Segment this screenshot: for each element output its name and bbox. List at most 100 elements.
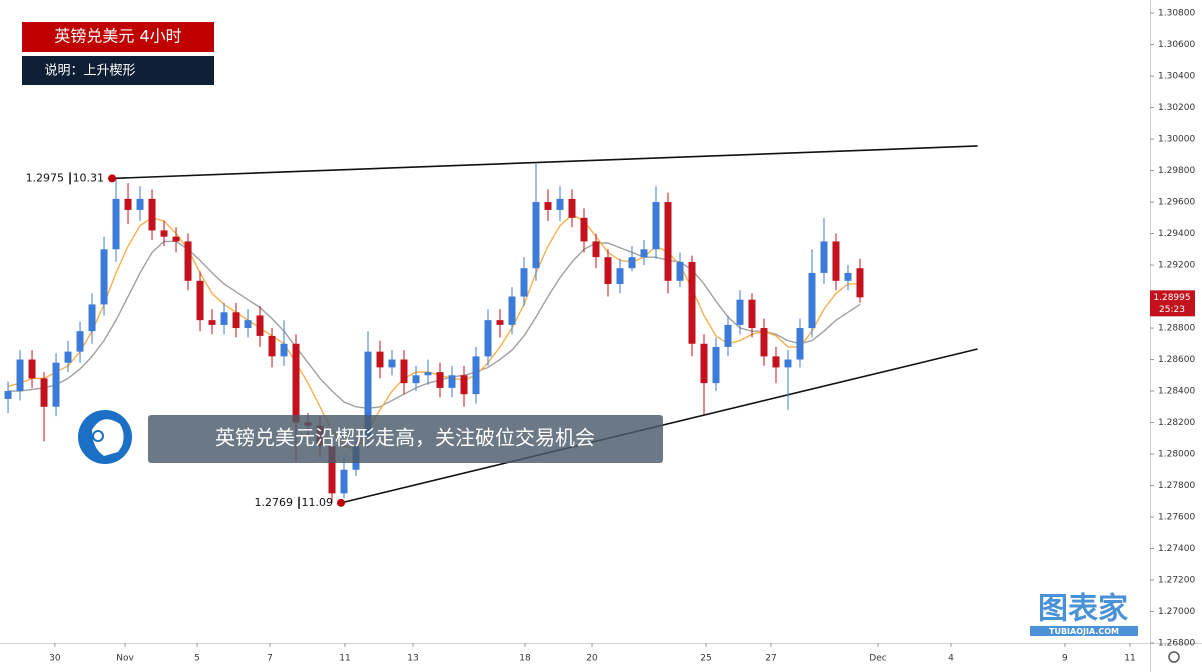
axes: 1.26800 1.27000 1.27200 1.27400 1.27600 1.278… [49, 9, 1195, 664]
ma-slow [8, 240, 861, 410]
candle-body [28, 359, 36, 379]
x-tick-label: 25 [700, 654, 711, 664]
candle-body [856, 268, 864, 298]
y-tick-label: 1.30200 [1158, 103, 1195, 113]
candle-body [424, 372, 432, 376]
x-tick-label: 30 [49, 654, 61, 664]
title-bg [22, 22, 214, 52]
y-tick-label: 1.26800 [1158, 639, 1195, 649]
y-tick-label: 1.29600 [1158, 198, 1195, 208]
pivot-price: 1.2975 [26, 171, 65, 184]
candle-body [52, 362, 60, 407]
candle-body [784, 359, 792, 368]
candle-body [112, 198, 120, 250]
y-tick-label: 1.27400 [1158, 544, 1195, 554]
candle-body [592, 241, 600, 258]
y-tick-label: 1.27600 [1158, 513, 1195, 523]
candle-body [412, 375, 420, 384]
y-tick-label: 1.29400 [1158, 229, 1195, 239]
candle-body [604, 257, 612, 284]
pivot-point [108, 174, 117, 183]
candle-body [664, 202, 672, 281]
candle-body [580, 217, 588, 242]
candle-body [400, 359, 408, 384]
candle-body [292, 343, 300, 423]
candle-body [832, 241, 840, 281]
candle-body [388, 359, 396, 368]
candle-body [184, 241, 192, 281]
y-tick-label: 1.28400 [1158, 387, 1195, 397]
candle-body [616, 268, 624, 284]
candle-body [496, 320, 504, 325]
y-tick-label: 1.30600 [1158, 40, 1195, 50]
candle-body [736, 299, 744, 325]
candle-body [4, 391, 12, 399]
pivot-date: 11.09 [302, 496, 334, 509]
x-tick-label: 11 [339, 654, 350, 664]
candle-body [172, 236, 180, 242]
candle-body [436, 372, 444, 388]
last-price: 1.28995 [1153, 293, 1190, 303]
candle-body [724, 324, 732, 347]
candle-body [76, 331, 84, 352]
candle-body [364, 351, 372, 439]
x-tick-label: 9 [1062, 654, 1068, 664]
x-tick-label: 13 [407, 654, 418, 664]
plot-area: 10.31 1.2975 11.09 1.2769 [4, 145, 978, 509]
candle-body [328, 446, 336, 494]
candle-body [160, 230, 168, 237]
trend-line [112, 145, 978, 180]
candle-body [568, 198, 576, 218]
candle-body [652, 202, 660, 250]
pivot-point [337, 498, 346, 507]
candle-body [772, 356, 780, 368]
candle-body [760, 328, 768, 357]
y-tick-label: 1.30800 [1158, 9, 1195, 19]
annotation-bg [148, 415, 663, 463]
candle-body [136, 198, 144, 210]
pivot-date: 10.31 [73, 171, 105, 184]
candle-body [196, 280, 204, 321]
candle-body [220, 312, 228, 325]
candle-body [232, 312, 240, 329]
candle-body [88, 304, 96, 332]
x-tick-label: 4 [948, 654, 954, 664]
chart-subtitle: 说明：上升楔形 [44, 64, 135, 79]
candle-body [640, 249, 648, 258]
candle-body [64, 351, 72, 363]
candle-body [796, 328, 804, 360]
y-tick-label: 1.27000 [1158, 607, 1195, 617]
candle-body [472, 356, 480, 395]
countdown: 25:23 [1159, 305, 1185, 315]
settings-icon[interactable] [1168, 651, 1180, 663]
candle-body [40, 378, 48, 407]
candle-body [208, 320, 216, 325]
candle-body [460, 375, 468, 395]
logo [78, 410, 132, 464]
candle-body [448, 375, 456, 388]
candle-body [376, 351, 384, 368]
candle-body [520, 268, 528, 297]
x-tick-label: 11 [1124, 654, 1135, 664]
candle-body [556, 198, 564, 210]
candle-body [532, 202, 540, 269]
subtitle-bg [22, 56, 214, 85]
candle-body [268, 335, 276, 357]
chart-title: 英镑兑美元 4小时 [54, 27, 181, 46]
candle-body [256, 315, 264, 336]
candle-body [340, 469, 348, 494]
candle-body [748, 299, 756, 329]
x-tick-label: 20 [586, 654, 598, 664]
y-tick-label: 1.28200 [1158, 418, 1195, 428]
x-tick-label: 27 [765, 654, 776, 664]
y-tick-label: 1.27200 [1158, 576, 1195, 586]
candle-body [700, 343, 708, 384]
candle-body [16, 359, 24, 392]
y-tick-label: 1.29200 [1158, 261, 1195, 271]
title-box: 英镑兑美元 4小时 说明：上升楔形 [22, 22, 214, 85]
candle-body [244, 320, 252, 329]
y-tick-label: 1.29800 [1158, 166, 1195, 176]
pivot-price: 1.2769 [255, 496, 294, 509]
